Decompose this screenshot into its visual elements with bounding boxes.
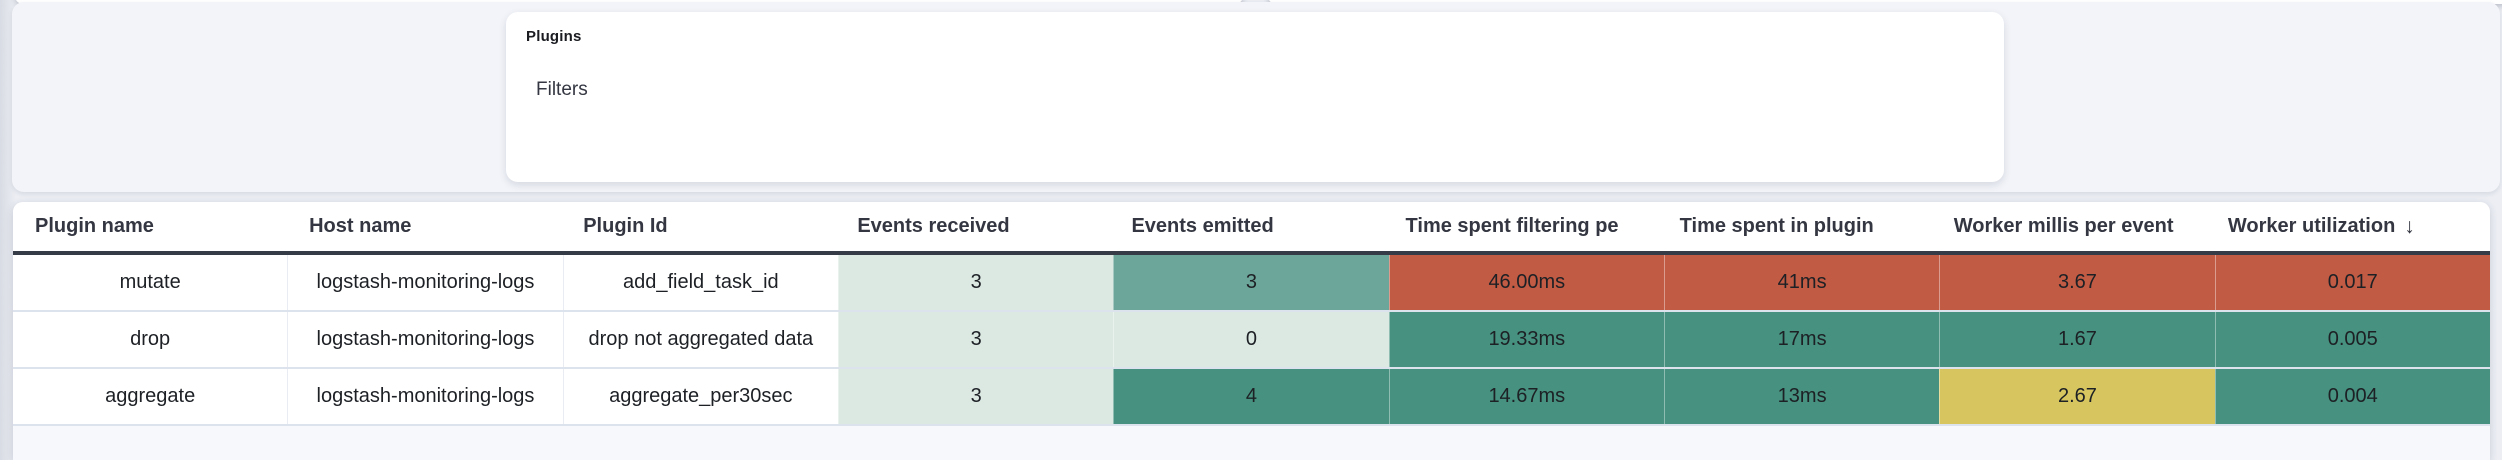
column-header-host-name[interactable]: Host name [297,202,571,251]
plugins-panel-title: Plugins [526,28,582,45]
cell-worker-utilization: 0.017 [2214,255,2490,310]
cell-plugin-id: add_field_task_id [562,255,838,310]
cell-worker-millis-per-event: 2.67 [1939,369,2215,424]
plugins-table: Plugin name Host name Plugin Id Events rece… [13,202,2490,460]
cell-events-received: 3 [837,312,1114,367]
cell-events-emitted: 3 [1113,255,1389,310]
cell-plugin-name: mutate [119,271,181,293]
cell-time-spent-filtering: 46.00ms [1388,255,1664,310]
column-header-label: Worker millis per event [1953,215,2174,237]
cell-events-received: 3 [837,255,1114,310]
cell-time-spent-in-plugin: 17ms [1663,312,1940,367]
column-header-worker-utilization[interactable]: Worker utilization ↓ [2216,202,2490,251]
table-row: drop logstash-monitoring-logs drop not agg… [13,312,2490,369]
cell-time-spent-filtering: 14.67ms [1388,369,1664,424]
cell-events-emitted: 0 [1113,312,1389,367]
column-header-label: Plugin Id [583,215,668,237]
table-body: mutate logstash-monitoring-logs add_field_… [13,255,2490,426]
column-header-label: Worker utilization [2227,215,2396,237]
column-header-events-emitted[interactable]: Events emitted [1119,202,1393,251]
column-header-label: Events emitted [1131,215,1274,237]
cell-host-name: logstash-monitoring-logs [287,255,562,310]
filters-section-label: Filters [536,79,588,100]
column-header-plugin-name[interactable]: Plugin name [13,202,297,251]
column-header-worker-millis-per-event[interactable]: Worker millis per event [1942,202,2216,251]
column-header-time-spent-filtering[interactable]: Time spent filtering pe [1394,202,1668,251]
cell-events-emitted: 4 [1113,369,1389,424]
cell-host-name: logstash-monitoring-logs [287,312,562,367]
column-header-plugin-id[interactable]: Plugin Id [571,202,845,251]
column-header-label: Plugin name [35,215,154,237]
column-header-time-spent-in-plugin[interactable]: Time spent in plugin [1668,202,1942,251]
cell-worker-millis-per-event: 3.67 [1939,255,2215,310]
column-header-label: Time spent in plugin [1679,215,1874,237]
sort-descending-icon: ↓ [2404,214,2415,238]
table-row: mutate logstash-monitoring-logs add_field_… [13,255,2490,312]
column-header-label: Host name [309,215,412,237]
cell-plugin-name: aggregate [105,385,196,407]
cell-worker-utilization: 0.005 [2214,312,2490,367]
cell-host-name: logstash-monitoring-logs [287,369,562,424]
column-header-label: Time spent filtering pe [1405,215,1619,237]
cell-plugin-id: drop not aggregated data [562,312,838,367]
cell-plugin-name: drop [130,328,171,350]
cell-worker-utilization: 0.004 [2214,369,2490,424]
cell-time-spent-in-plugin: 13ms [1663,369,1940,424]
plugins-panel: Plugins Filters [506,12,2004,182]
column-header-label: Events received [857,215,1010,237]
table-row: aggregate logstash-monitoring-logs aggrega… [13,369,2490,426]
cell-worker-millis-per-event: 1.67 [1939,312,2215,367]
cell-time-spent-filtering: 19.33ms [1388,312,1664,367]
table-header-row: Plugin name Host name Plugin Id Events rece… [13,202,2490,255]
cell-plugin-id: aggregate_per30sec [562,369,838,424]
cell-time-spent-in-plugin: 41ms [1663,255,1940,310]
cell-events-received: 3 [837,369,1114,424]
column-header-events-received[interactable]: Events received [845,202,1119,251]
